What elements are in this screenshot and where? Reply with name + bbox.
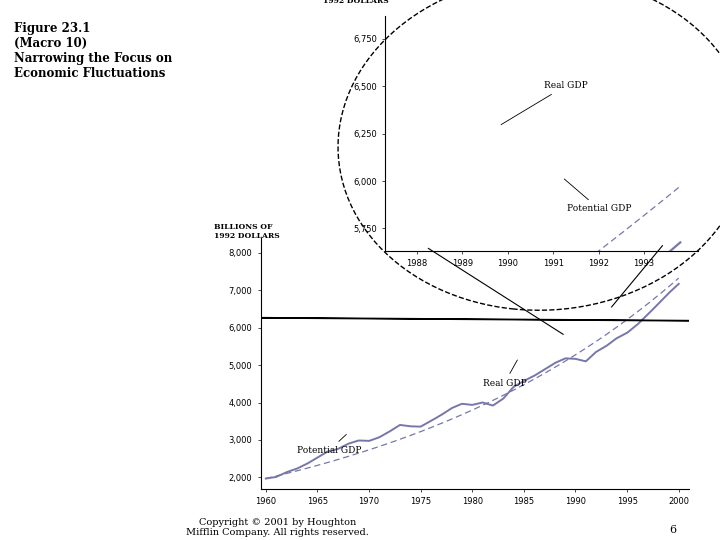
Text: Potential GDP: Potential GDP	[564, 179, 631, 213]
Text: Real GDP: Real GDP	[482, 360, 526, 388]
Text: Potential GDP: Potential GDP	[297, 434, 361, 455]
Text: 6: 6	[670, 524, 677, 535]
Text: Real GDP: Real GDP	[501, 81, 588, 125]
Text: Figure 23.1
(Macro 10)
Narrowing the Focus on
Economic Fluctuations: Figure 23.1 (Macro 10) Narrowing the Foc…	[14, 22, 173, 79]
Text: Copyright © 2001 by Houghton
Mifflin Company. All rights reserved.: Copyright © 2001 by Houghton Mifflin Com…	[186, 518, 369, 537]
Text: BILLIONS OF
1992 DOLLARS: BILLIONS OF 1992 DOLLARS	[214, 222, 279, 240]
Text: BILLIONS OF
1992 DOLLARS: BILLIONS OF 1992 DOLLARS	[323, 0, 388, 5]
